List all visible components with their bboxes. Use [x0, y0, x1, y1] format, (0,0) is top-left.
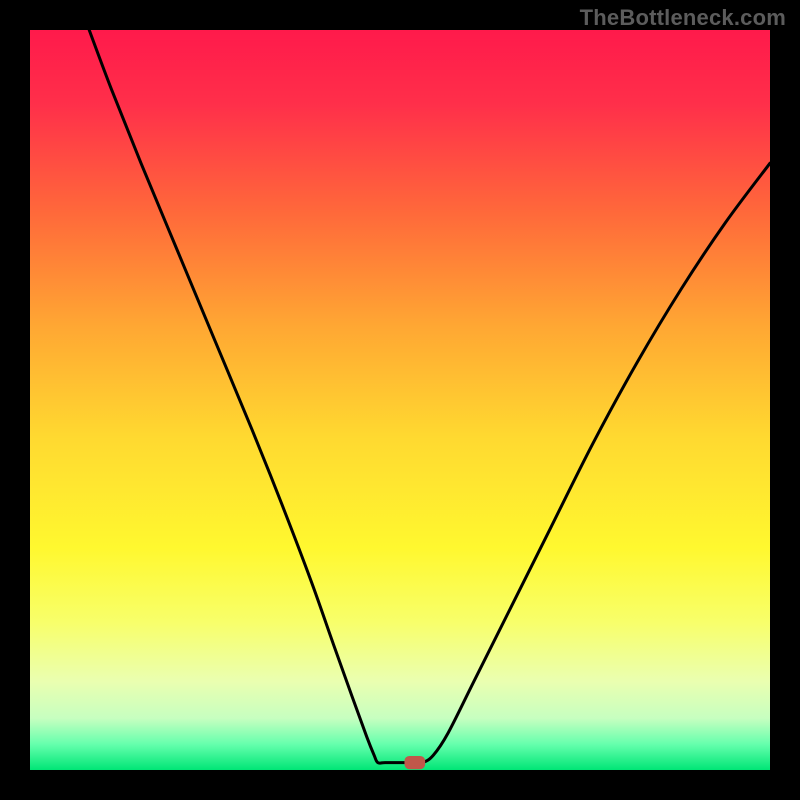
watermark-text: TheBottleneck.com [580, 5, 786, 31]
bottleneck-chart [0, 0, 800, 800]
optimum-marker [404, 756, 425, 769]
